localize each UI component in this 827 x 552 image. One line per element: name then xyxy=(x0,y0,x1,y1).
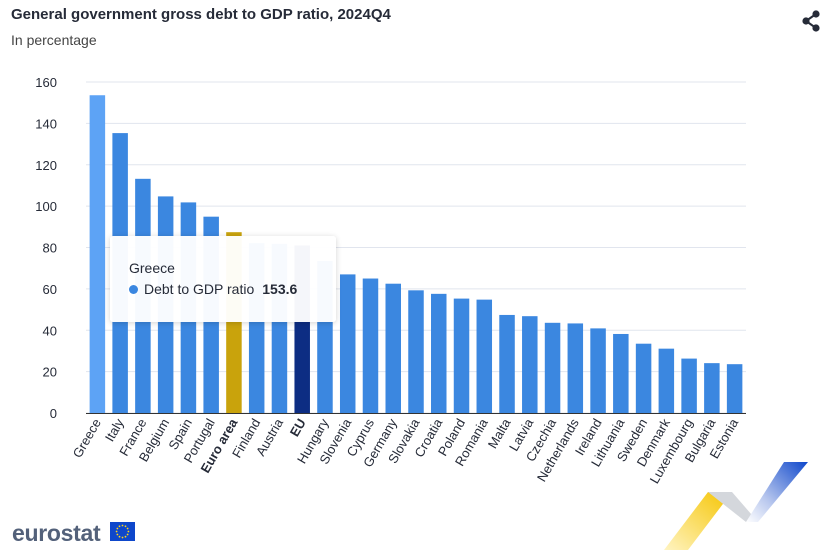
y-tick-label: 100 xyxy=(35,199,57,214)
bar-lithuania xyxy=(613,333,629,413)
y-tick-label: 20 xyxy=(43,365,57,380)
y-tick-label: 40 xyxy=(43,323,57,338)
y-tick-label: 140 xyxy=(35,116,57,131)
decorative-chevron-graphic xyxy=(664,462,808,550)
bar-slovakia xyxy=(408,290,424,413)
y-tick-label: 160 xyxy=(35,75,57,90)
y-tick-label: 80 xyxy=(43,241,57,256)
bar-czechia xyxy=(544,322,561,413)
bar-romania xyxy=(476,299,493,413)
bar-greece xyxy=(89,95,106,414)
y-tick-label: 0 xyxy=(50,406,57,421)
chart-title: General government gross debt to GDP rat… xyxy=(11,6,391,23)
series-dot-icon xyxy=(129,285,138,294)
x-tick-label: Greece xyxy=(70,416,104,460)
bar-cyprus xyxy=(362,278,379,413)
bar-denmark xyxy=(658,348,675,413)
bar-sweden xyxy=(635,343,652,413)
bar-malta xyxy=(499,314,515,413)
tooltip-value: 153.6 xyxy=(262,281,298,297)
bar-germany xyxy=(385,283,401,413)
y-tick-label: 120 xyxy=(35,158,57,173)
bar-estonia xyxy=(726,364,743,413)
bar-bulgaria xyxy=(704,363,720,413)
eurostat-logo: eurostat xyxy=(12,520,101,546)
share-icon[interactable] xyxy=(798,8,824,34)
tooltip-series: Debt to GDP ratio xyxy=(144,281,255,297)
bar-latvia xyxy=(522,316,538,413)
tooltip-country: Greece xyxy=(129,260,175,276)
bar-luxembourg xyxy=(681,358,697,413)
bar-croatia xyxy=(431,293,447,413)
tooltip-row: Debt to GDP ratio 153.6 xyxy=(129,281,297,297)
bar-netherlands xyxy=(567,323,584,413)
tooltip: Greece Debt to GDP ratio 153.6 xyxy=(110,236,336,322)
chart-subtitle: In percentage xyxy=(11,32,97,48)
bar-poland xyxy=(453,298,470,413)
x-tick-label: EU xyxy=(287,416,309,439)
bar-slovenia xyxy=(339,274,356,413)
y-tick-label: 60 xyxy=(43,282,57,297)
eu-flag-icon xyxy=(110,522,135,541)
bar-ireland xyxy=(590,328,606,413)
